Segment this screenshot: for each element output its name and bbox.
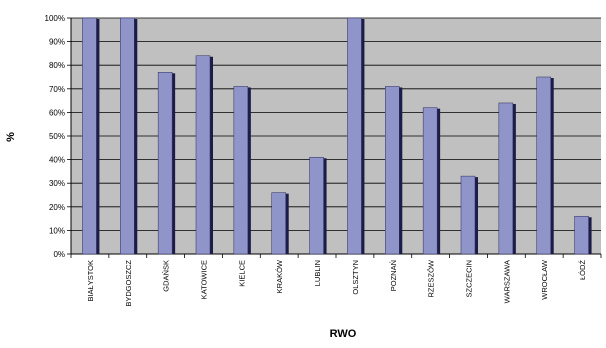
y-axis-title: % [5, 132, 17, 142]
y-tick-label: 10% [49, 226, 65, 235]
bar [271, 192, 289, 255]
x-tick-label: WARSZAWA [502, 260, 511, 303]
bar-shadow [399, 87, 403, 254]
bar-face [82, 17, 97, 255]
bar-face [233, 86, 249, 255]
bar-face [385, 86, 400, 255]
x-tick-label: LUBLIN [313, 260, 322, 286]
bar-shadow [210, 56, 213, 255]
bar [460, 175, 478, 255]
bar [347, 17, 365, 255]
plot-area [70, 17, 601, 255]
y-tick-label: 30% [49, 179, 65, 188]
bar-shadow [550, 78, 554, 254]
y-tick-label: 50% [49, 132, 65, 141]
bar [309, 156, 327, 255]
bar-face [498, 102, 514, 255]
x-tick-label: KIELCE [237, 260, 246, 287]
bar [157, 72, 176, 255]
x-tick-label: KATOWICE [200, 260, 209, 299]
x-tick-label: WROCŁAW [540, 259, 549, 300]
y-tick-label: 70% [49, 85, 65, 94]
x-tick-label: OLSZTYN [351, 260, 360, 295]
bar [120, 17, 138, 255]
y-tick-label: 90% [49, 38, 65, 47]
x-tick-label: RZESZÓW [427, 259, 436, 297]
bar [233, 86, 251, 255]
bar-shadow [588, 217, 592, 254]
x-axis-ticks: BIAŁYSTOK BYDGOSZCZ GDAŃSK KATOWICE KIELCE KR… [70, 254, 602, 307]
bar-face [574, 215, 589, 255]
x-tick-label: KRAKÓW [275, 259, 284, 293]
bar-face [309, 156, 324, 255]
bar-shadow [475, 177, 478, 254]
bar-face [536, 76, 551, 255]
y-axis-ticks: 0% 10% 20% 30% 40% 50% 60% 70% 80% 90% 100% [45, 14, 71, 259]
x-tick-label: GDAŃSK [162, 260, 171, 292]
bar-face [120, 17, 135, 255]
bar [385, 86, 403, 255]
x-tick-label: BIAŁYSTOK [86, 260, 95, 302]
y-tick-label: 20% [49, 203, 65, 212]
bar [574, 215, 592, 255]
y-tick-label: 100% [45, 14, 65, 23]
bar-face [460, 175, 476, 255]
bar-face [157, 72, 173, 255]
x-tick-label: ŁÓDŹ [578, 260, 587, 280]
bar-face [347, 17, 362, 255]
y-tick-label: 80% [49, 61, 65, 70]
y-tick-label: 0% [53, 250, 65, 259]
bar [82, 17, 100, 255]
x-tick-label: SZCZECIN [465, 260, 474, 298]
bar-shadow [172, 73, 176, 254]
bar-face [271, 192, 286, 255]
bar-shadow [323, 158, 327, 254]
bar-shadow [96, 19, 100, 254]
bar-shadow [134, 19, 138, 254]
bar-shadow [512, 103, 516, 255]
bar-shadow [437, 108, 441, 255]
y-tick-label: 40% [49, 156, 65, 165]
bar-face [195, 55, 211, 255]
bar [536, 76, 554, 255]
bar [498, 102, 516, 255]
x-tick-label: BYDGOSZCZ [124, 260, 133, 307]
x-axis-title: RWO [330, 328, 357, 340]
bar-face [422, 107, 438, 255]
y-tick-label: 60% [49, 108, 65, 117]
x-tick-label: POZNAŃ [389, 260, 398, 291]
bar-shadow [361, 19, 365, 254]
bar [195, 55, 213, 255]
bar-shadow [285, 193, 289, 254]
bar-shadow [247, 87, 251, 254]
bar [422, 107, 441, 255]
